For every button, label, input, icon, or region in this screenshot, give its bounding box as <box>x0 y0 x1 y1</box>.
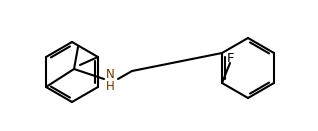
Text: F: F <box>226 51 234 64</box>
Text: N
H: N H <box>106 69 114 94</box>
